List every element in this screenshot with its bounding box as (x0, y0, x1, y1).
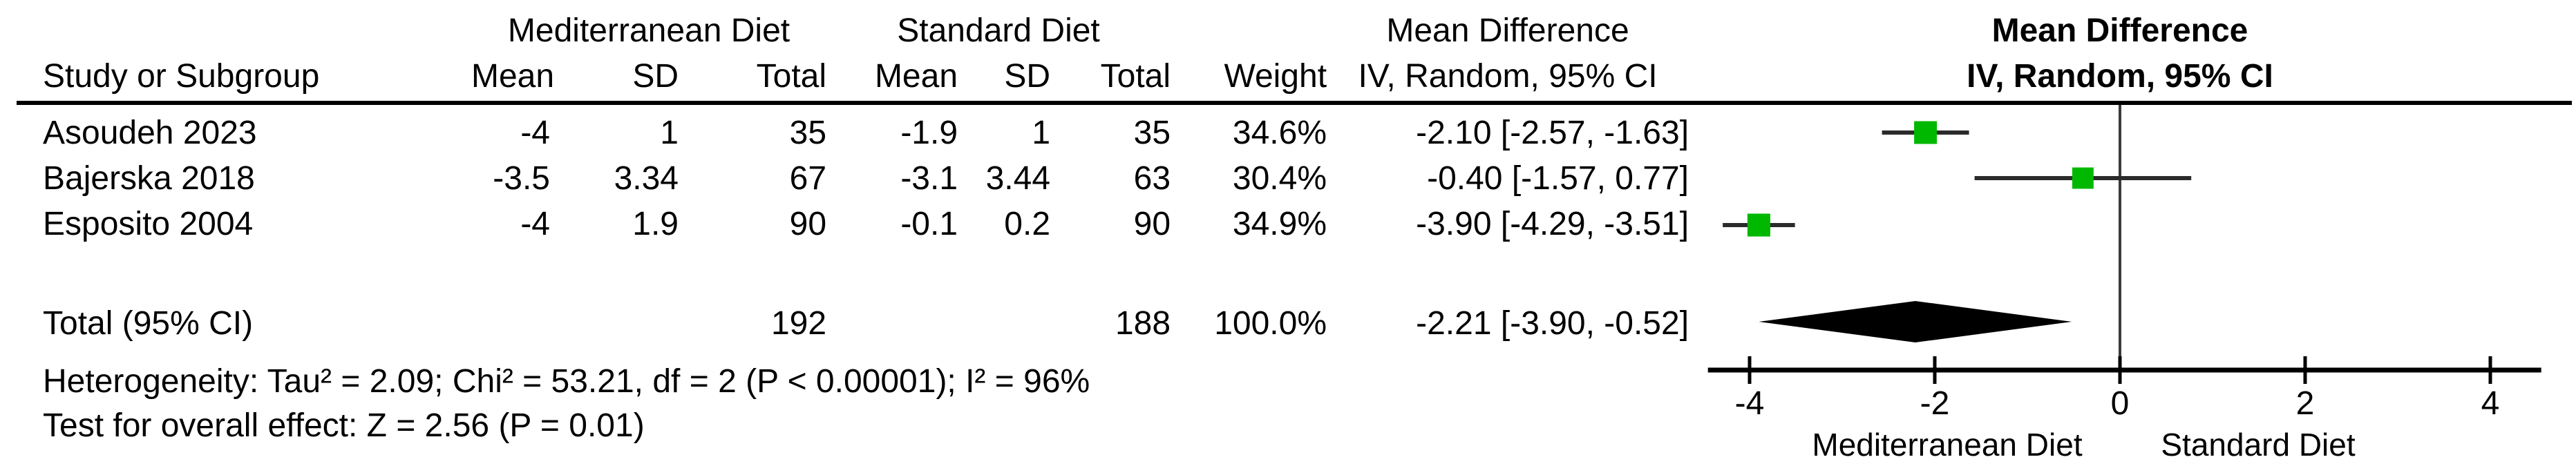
med-total: 67 (789, 159, 827, 197)
col-study: Study or Subgroup (43, 58, 320, 95)
plot-title: Mean Difference (1991, 12, 2248, 50)
col-mean-2: Mean (874, 58, 958, 95)
axis-left-label: Mediterranean Diet (1812, 427, 2082, 463)
col-weight: Weight (1224, 58, 1327, 95)
effect-header: Mean Difference (1386, 12, 1629, 50)
effect-ci-value: -3.90 [-4.29, -3.51] (1416, 205, 1689, 242)
effect-square (2072, 167, 2094, 189)
study-name: Asoudeh 2023 (43, 114, 257, 151)
axis-tick-label: 4 (2481, 385, 2500, 422)
group2-header: Standard Diet (897, 12, 1100, 50)
med-mean: -4 (520, 114, 550, 151)
col-total-1: Total (756, 58, 827, 95)
std-mean: -1.9 (900, 114, 958, 151)
axis-right-label: Standard Diet (2161, 427, 2355, 463)
std-total: 35 (1133, 114, 1171, 151)
study-name: Esposito 2004 (43, 205, 254, 242)
overall-effect-row: Test for overall effect: Z = 2.56 (P = 0… (43, 405, 1689, 449)
total-n-med: 192 (770, 305, 827, 342)
std-mean: -0.1 (900, 205, 958, 242)
med-total: 90 (789, 205, 827, 242)
total-diamond (1759, 301, 2072, 342)
weight-value: 34.9% (1232, 205, 1327, 242)
total-row: Total (95% CI) 192 188 100.0% -2.21 [-3.… (43, 302, 1689, 347)
overall-effect-text: Test for overall effect: Z = 2.56 (P = 0… (43, 407, 645, 445)
study-name: Bajerska 2018 (43, 159, 255, 197)
col-sd-1: SD (632, 58, 679, 95)
effect-square (1747, 213, 1770, 237)
std-sd: 3.44 (985, 159, 1051, 197)
med-total: 35 (789, 114, 827, 151)
axis-tick-label: -4 (1735, 385, 1765, 422)
column-header-row: Study or Subgroup Mean SD Total Mean SD … (43, 55, 1689, 99)
col-effect-ci: IV, Random, 95% CI (1358, 58, 1658, 95)
col-total-2: Total (1100, 58, 1171, 95)
heterogeneity-text: Heterogeneity: Tau² = 2.09; Chi² = 53.21… (43, 363, 1090, 400)
med-sd: 3.34 (614, 159, 679, 197)
effect-square (1914, 121, 1938, 144)
col-mean-1: Mean (471, 58, 555, 95)
med-sd: 1 (660, 114, 679, 151)
std-total: 90 (1133, 205, 1171, 242)
header-rule (17, 101, 2572, 105)
total-effect-ci: -2.21 [-3.90, -0.52] (1416, 305, 1689, 342)
table-row: Esposito 2004 -4 1.9 90 -0.1 0.2 90 34.9… (43, 202, 1689, 247)
med-mean: -4 (520, 205, 550, 242)
axis-tick-label: 2 (2296, 385, 2315, 422)
total-n-std: 188 (1115, 305, 1171, 342)
std-sd: 1 (1032, 114, 1051, 151)
std-sd: 0.2 (1004, 205, 1051, 242)
plot-subtitle: IV, Random, 95% CI (1967, 58, 2273, 95)
col-sd-2: SD (1004, 58, 1051, 95)
meta-analysis-table: Mediterranean Diet Standard Diet Mean Di… (43, 8, 1689, 449)
effect-ci-value: -0.40 [-1.57, 0.77] (1427, 159, 1689, 197)
total-label: Total (95% CI) (43, 305, 254, 342)
effect-ci-value: -2.10 [-2.57, -1.63] (1416, 114, 1689, 151)
std-total: 63 (1133, 159, 1171, 197)
heterogeneity-row: Heterogeneity: Tau² = 2.09; Chi² = 53.21… (43, 360, 1689, 405)
table-row: Bajerska 2018 -3.5 3.34 67 -3.1 3.44 63 … (43, 156, 1689, 202)
med-mean: -3.5 (493, 159, 550, 197)
group-header-row: Mediterranean Diet Standard Diet Mean Di… (43, 8, 1689, 55)
group1-header: Mediterranean Diet (507, 12, 790, 50)
total-weight: 100.0% (1214, 305, 1327, 342)
axis-tick-label: -2 (1920, 385, 1950, 422)
std-mean: -3.1 (900, 159, 958, 197)
med-sd: 1.9 (632, 205, 679, 242)
weight-value: 30.4% (1232, 159, 1327, 197)
axis-tick-label: 0 (2111, 385, 2130, 422)
weight-value: 34.6% (1232, 114, 1327, 151)
table-row: Asoudeh 2023 -4 1 35 -1.9 1 35 34.6% -2.… (43, 110, 1689, 156)
